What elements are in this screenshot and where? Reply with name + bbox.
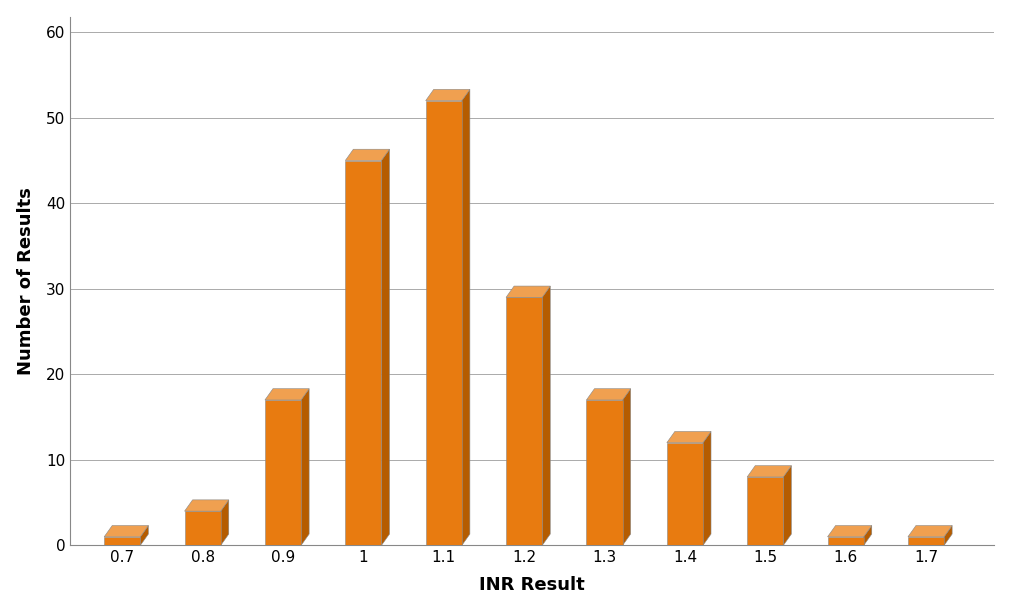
Polygon shape: [586, 389, 631, 400]
Polygon shape: [542, 286, 550, 546]
Polygon shape: [141, 525, 149, 546]
Polygon shape: [220, 500, 228, 546]
Polygon shape: [346, 149, 389, 161]
Polygon shape: [185, 511, 220, 546]
Polygon shape: [507, 298, 542, 546]
Polygon shape: [747, 477, 784, 546]
Polygon shape: [944, 525, 952, 546]
Polygon shape: [265, 400, 301, 546]
Polygon shape: [426, 89, 470, 101]
Polygon shape: [104, 537, 141, 546]
Polygon shape: [301, 389, 309, 546]
Polygon shape: [667, 443, 703, 546]
Polygon shape: [828, 525, 871, 537]
X-axis label: INR Result: INR Result: [479, 576, 585, 595]
Polygon shape: [586, 400, 623, 546]
Polygon shape: [863, 525, 871, 546]
Polygon shape: [104, 525, 149, 537]
Polygon shape: [908, 537, 944, 546]
Polygon shape: [667, 431, 711, 443]
Y-axis label: Number of Results: Number of Results: [16, 187, 34, 375]
Polygon shape: [426, 101, 462, 546]
Polygon shape: [381, 149, 389, 546]
Polygon shape: [784, 466, 792, 546]
Polygon shape: [507, 286, 550, 298]
Polygon shape: [623, 389, 631, 546]
Polygon shape: [185, 500, 228, 511]
Polygon shape: [908, 525, 952, 537]
Polygon shape: [747, 466, 792, 477]
Polygon shape: [703, 431, 711, 546]
Polygon shape: [462, 89, 470, 546]
Polygon shape: [828, 537, 863, 546]
Polygon shape: [265, 389, 309, 400]
Polygon shape: [346, 161, 381, 546]
